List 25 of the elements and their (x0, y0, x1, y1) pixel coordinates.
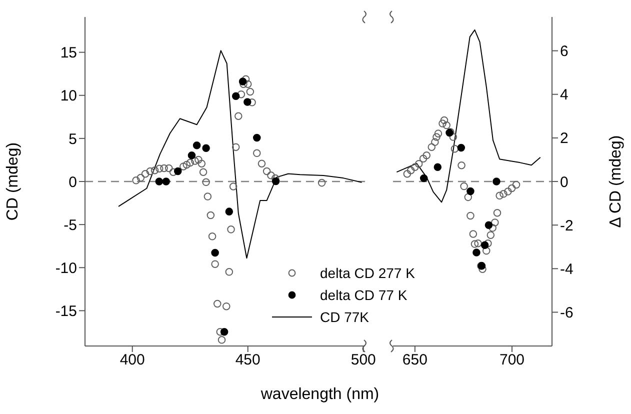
x-tick-label: 650 (402, 352, 428, 369)
y-axis-title: CD (mdeg) (4, 142, 22, 221)
x-tick-label: 700 (499, 352, 525, 369)
legend-label: delta CD 77 K (320, 287, 408, 303)
y-tick-label: 15 (60, 44, 77, 62)
y-tick-label: 10 (60, 88, 77, 105)
y2-tick-label: 4 (560, 86, 568, 104)
y2-tick-label: -6 (560, 304, 574, 322)
y2-tick-label: 2 (560, 130, 568, 148)
legend-label: delta CD 277 K (320, 265, 415, 281)
x-axis-title: wavelength (nm) (260, 386, 380, 404)
y-tick-label: 5 (68, 130, 77, 148)
legend-label: CD 77K (320, 309, 370, 325)
y2-tick-label: -2 (560, 217, 574, 234)
y2-tick-label: 0 (560, 174, 568, 191)
x-tick-label: 450 (235, 352, 260, 369)
y-tick-label: 0 (68, 174, 77, 191)
y2-axis-title: Δ CD (mdeg) (608, 135, 625, 228)
y-tick-label: -15 (55, 303, 77, 320)
y2-tick-label: 6 (560, 43, 568, 60)
y-tick-label: -10 (55, 260, 77, 277)
y2-tick-label: -4 (560, 260, 574, 278)
x-tick-label: 400 (120, 352, 145, 369)
y-tick-label: -5 (64, 216, 77, 234)
x-tick-label: 500 (350, 352, 376, 369)
